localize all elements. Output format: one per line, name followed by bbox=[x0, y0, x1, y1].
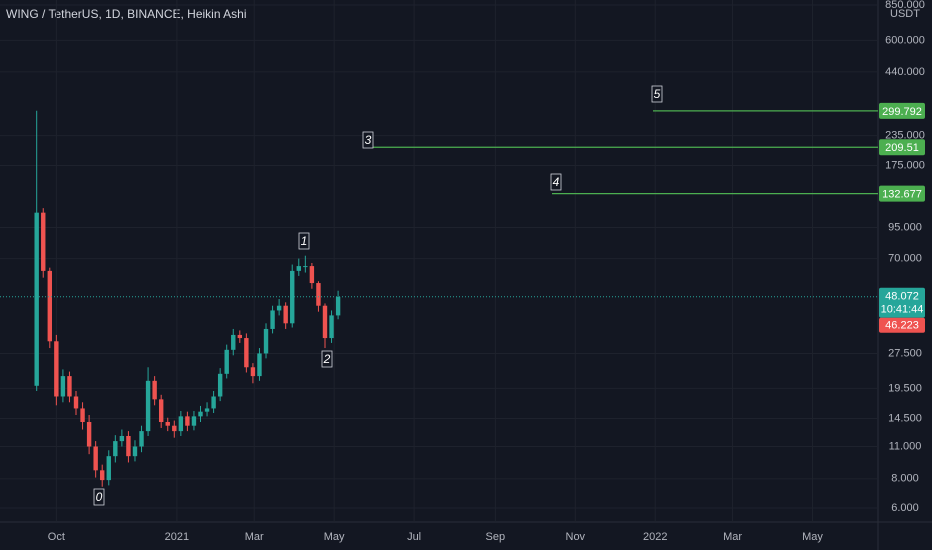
wave-label-box bbox=[321, 350, 333, 368]
candle-body bbox=[158, 399, 164, 423]
candle-body bbox=[106, 456, 111, 481]
other-price-tag bbox=[879, 317, 925, 333]
candle-body bbox=[257, 353, 262, 377]
price-tag-label: 299.792 bbox=[882, 106, 922, 118]
price-tag-label: 209.51 bbox=[885, 142, 919, 154]
price-tag bbox=[879, 102, 925, 119]
y-tick-label: 6.000 bbox=[891, 502, 919, 514]
candle-body bbox=[34, 212, 39, 386]
countdown-label: 10:41:44 bbox=[881, 304, 924, 316]
candle-body bbox=[100, 470, 105, 481]
candle-body bbox=[290, 270, 295, 324]
candle-body bbox=[329, 315, 334, 339]
candle-body bbox=[283, 305, 288, 324]
y-tick-label: 70.000 bbox=[888, 252, 922, 264]
candle-body bbox=[204, 408, 210, 412]
y-tick-label: 19.500 bbox=[888, 382, 922, 394]
x-tick-label: Mar bbox=[723, 531, 742, 543]
wave-label: 2 bbox=[323, 352, 331, 366]
candle-body bbox=[113, 441, 118, 457]
candle-body bbox=[270, 310, 275, 329]
wave-label-box bbox=[362, 131, 374, 149]
candle-body bbox=[244, 338, 249, 368]
y-tick-label: 175.000 bbox=[885, 159, 925, 171]
y-tick-label: 850.000 bbox=[885, 0, 925, 11]
candle-body bbox=[41, 212, 46, 271]
candle-body bbox=[224, 349, 229, 374]
candle-body bbox=[303, 266, 308, 268]
candle-body bbox=[119, 435, 125, 442]
x-tick-label: Sep bbox=[486, 531, 506, 543]
candle-body bbox=[185, 416, 190, 426]
x-tick-label: 2022 bbox=[643, 531, 667, 543]
last-price-label: 48.072 bbox=[885, 291, 919, 303]
candle-body bbox=[172, 425, 177, 432]
x-tick-label: May bbox=[802, 531, 823, 543]
candle-body bbox=[322, 305, 328, 339]
wave-label: 1 bbox=[301, 234, 308, 248]
currency-label: USDT bbox=[890, 8, 920, 20]
candle-body bbox=[237, 334, 243, 339]
candle-body bbox=[152, 380, 157, 400]
candle-body bbox=[335, 296, 341, 316]
candle-body bbox=[250, 367, 256, 377]
other-price-label: 46.223 bbox=[885, 320, 919, 332]
candle-body bbox=[145, 380, 151, 432]
candle-body bbox=[80, 408, 85, 423]
candle-body bbox=[198, 411, 203, 417]
y-tick-label: 14.500 bbox=[888, 412, 922, 424]
x-tick-label: Mar bbox=[245, 531, 264, 543]
candle-body bbox=[191, 416, 197, 426]
candle-body bbox=[139, 431, 144, 447]
x-tick-label: Jul bbox=[407, 531, 421, 543]
candle-body bbox=[47, 270, 52, 342]
candle-body bbox=[93, 446, 98, 471]
candle-body bbox=[217, 373, 223, 397]
last-price-tag bbox=[879, 287, 925, 318]
candle-body bbox=[60, 376, 66, 397]
y-tick-label: 27.500 bbox=[888, 347, 922, 359]
candle-body bbox=[276, 305, 282, 311]
wave-label: 5 bbox=[654, 87, 661, 101]
candle-body bbox=[231, 334, 236, 350]
y-tick-label: 11.000 bbox=[889, 440, 922, 452]
candle-body bbox=[178, 416, 184, 432]
candle-body bbox=[165, 422, 170, 426]
candle-body bbox=[67, 376, 72, 397]
wave-label: 0 bbox=[96, 490, 103, 504]
x-tick-label: 2021 bbox=[165, 531, 189, 543]
price-tag bbox=[879, 185, 925, 202]
wave-label: 4 bbox=[553, 175, 560, 189]
x-tick-label: Oct bbox=[48, 531, 65, 543]
wave-label-box bbox=[550, 173, 562, 191]
y-tick-label: 600.000 bbox=[885, 34, 925, 46]
candle-body bbox=[309, 266, 315, 284]
candle-body bbox=[54, 341, 59, 397]
candle-body bbox=[211, 396, 216, 409]
y-tick-label: 440.000 bbox=[885, 66, 925, 78]
x-tick-label: Nov bbox=[566, 531, 586, 543]
y-tick-label: 8.000 bbox=[891, 473, 919, 485]
price-tag-label: 132.677 bbox=[882, 189, 922, 201]
candle-body bbox=[296, 266, 301, 271]
candle-body bbox=[86, 422, 92, 447]
wave-label-box bbox=[93, 488, 105, 506]
wave-label-box bbox=[298, 232, 310, 250]
candle-body bbox=[132, 446, 138, 457]
y-tick-label: 235.000 bbox=[885, 129, 925, 141]
wave-label-box bbox=[651, 85, 663, 103]
chart-title: WING / TetherUS, 1D, BINANCE, Heikin Ash… bbox=[6, 7, 247, 21]
candle-body bbox=[126, 435, 131, 457]
candle-body bbox=[263, 328, 269, 354]
candle-body bbox=[73, 396, 79, 409]
wave-label: 3 bbox=[365, 133, 372, 147]
price-tag bbox=[879, 139, 925, 156]
x-tick-label: May bbox=[324, 531, 345, 543]
y-tick-label: 95.000 bbox=[888, 221, 922, 233]
candle-body bbox=[316, 283, 321, 306]
